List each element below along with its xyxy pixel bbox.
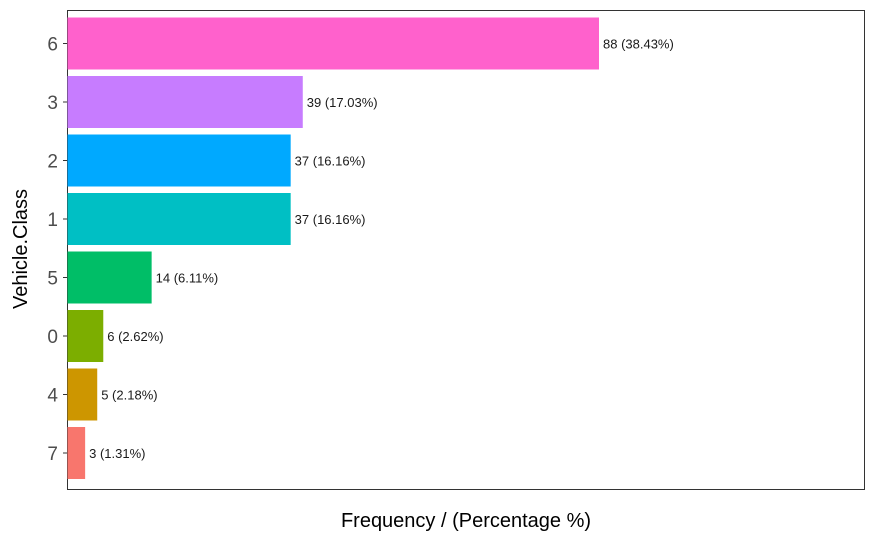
data-label-7: 3 (1.31%) bbox=[89, 446, 145, 461]
data-label-3: 39 (17.03%) bbox=[307, 95, 378, 110]
y-tick-label-4: 4 bbox=[47, 386, 58, 407]
y-tick-label-7: 7 bbox=[47, 444, 58, 465]
y-tick-label-6: 6 bbox=[47, 35, 58, 56]
data-label-0: 6 (2.62%) bbox=[107, 329, 163, 344]
data-labels: 88 (38.43%) 39 (17.03%) 37 (16.16%) 37 (16.… bbox=[89, 37, 674, 462]
bar-6 bbox=[67, 17, 599, 70]
data-label-4: 5 (2.18%) bbox=[101, 388, 157, 403]
y-tick-label-5: 5 bbox=[47, 269, 58, 290]
data-label-6: 88 (38.43%) bbox=[603, 37, 674, 52]
x-axis-title: Frequency / (Percentage %) bbox=[341, 510, 591, 532]
plot-panel-border bbox=[67, 10, 865, 490]
y-tick-label-0: 0 bbox=[47, 327, 58, 348]
category-labels: 6 3 2 1 5 0 4 7 bbox=[47, 35, 67, 465]
bar-7 bbox=[67, 427, 86, 479]
bar-5 bbox=[67, 251, 152, 304]
y-tick-label-3: 3 bbox=[47, 93, 58, 114]
bar-0 bbox=[67, 310, 104, 362]
bar-2 bbox=[67, 134, 291, 187]
data-label-5: 14 (6.11%) bbox=[156, 271, 219, 286]
bar-4 bbox=[67, 368, 98, 421]
bars-layer bbox=[67, 17, 599, 479]
y-axis-title: Vehicle.Class bbox=[10, 189, 32, 309]
bar-3 bbox=[67, 76, 303, 128]
data-label-1: 37 (16.16%) bbox=[295, 212, 366, 227]
bar-1 bbox=[67, 193, 291, 245]
y-tick-label-1: 1 bbox=[47, 210, 58, 231]
data-label-2: 37 (16.16%) bbox=[295, 154, 366, 169]
y-tick-label-2: 2 bbox=[47, 152, 58, 173]
